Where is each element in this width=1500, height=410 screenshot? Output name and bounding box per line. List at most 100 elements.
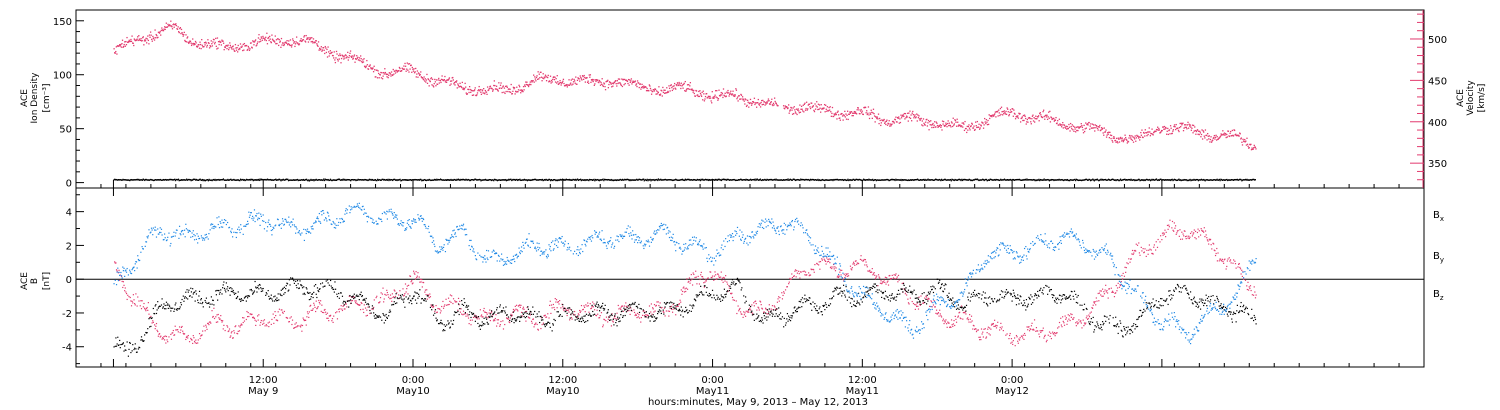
density-point xyxy=(932,179,934,181)
velocity-point xyxy=(1027,121,1029,123)
velocity-point xyxy=(933,124,935,126)
density-point xyxy=(806,178,808,181)
bz-point xyxy=(585,304,587,306)
density-point xyxy=(141,179,144,181)
bz-point xyxy=(647,314,649,317)
bz-point xyxy=(813,271,815,273)
density-point xyxy=(300,179,302,181)
density-point xyxy=(348,179,350,181)
velocity-point xyxy=(793,106,795,108)
density-point xyxy=(236,179,238,181)
bz-point xyxy=(165,335,168,338)
bz-point xyxy=(238,330,241,332)
density-point xyxy=(1160,178,1162,181)
velocity-point xyxy=(480,91,482,93)
velocity-point xyxy=(1115,141,1117,143)
bz-point xyxy=(726,283,729,285)
velocity-point xyxy=(1226,136,1228,138)
bz-point xyxy=(515,304,518,306)
density-point xyxy=(517,179,520,181)
bz-point xyxy=(438,308,440,310)
density-point xyxy=(120,179,122,181)
bz-point xyxy=(925,296,928,298)
velocity-point xyxy=(1151,133,1154,135)
density-point xyxy=(890,178,892,181)
bz-point xyxy=(346,306,348,308)
velocity-point xyxy=(260,36,262,38)
bz-point xyxy=(920,295,922,297)
bz-point xyxy=(412,282,414,284)
velocity-point xyxy=(1231,129,1234,132)
velocity-point xyxy=(1129,135,1131,137)
bz-point xyxy=(1096,300,1098,302)
bz-point xyxy=(407,293,409,295)
density-point xyxy=(1212,179,1215,181)
velocity-point xyxy=(616,80,618,82)
velocity-point xyxy=(816,106,818,108)
velocity-point xyxy=(153,39,156,41)
velocity-point xyxy=(643,85,645,87)
density-point xyxy=(926,179,928,181)
density-point xyxy=(705,179,708,181)
density-point xyxy=(474,178,476,180)
velocity-point xyxy=(1046,114,1048,116)
bz-point xyxy=(675,314,677,316)
bz-point xyxy=(661,306,663,309)
velocity-point xyxy=(1241,144,1244,146)
bz-point xyxy=(795,276,797,278)
density-point xyxy=(275,178,277,180)
bz-point xyxy=(275,314,277,317)
bz-point xyxy=(200,335,202,337)
density-point xyxy=(694,179,696,181)
velocity-point xyxy=(483,88,485,90)
bz-point xyxy=(1115,292,1117,294)
density-point xyxy=(904,179,906,181)
bz-point xyxy=(1091,307,1094,309)
velocity-point xyxy=(908,112,910,114)
velocity-point xyxy=(740,94,743,96)
bz-point xyxy=(230,332,232,334)
velocity-point xyxy=(1029,117,1031,120)
density-point xyxy=(961,179,964,182)
velocity-point xyxy=(321,50,323,52)
density-point xyxy=(144,179,146,182)
velocity-point xyxy=(301,40,303,42)
bz-point xyxy=(195,339,197,341)
bz-point xyxy=(781,292,783,294)
density-point xyxy=(996,179,998,181)
bz-point xyxy=(1047,334,1049,336)
bz-point xyxy=(1021,335,1023,337)
bz-point xyxy=(826,261,828,263)
density-point xyxy=(355,179,357,182)
velocity-point xyxy=(182,35,184,37)
velocity-point xyxy=(574,82,576,84)
bz-point xyxy=(481,314,483,316)
bz-point xyxy=(358,304,360,306)
velocity-point xyxy=(1190,126,1192,128)
bz-point xyxy=(162,337,164,339)
velocity-point xyxy=(580,78,583,80)
density-point xyxy=(490,179,492,181)
velocity-point xyxy=(325,47,327,49)
velocity-point xyxy=(1005,110,1007,113)
velocity-point xyxy=(277,38,279,40)
velocity-point xyxy=(438,82,440,84)
bz-point xyxy=(224,329,226,332)
bz-point xyxy=(664,315,666,317)
density-point xyxy=(957,179,959,181)
velocity-point xyxy=(793,112,795,115)
density-point xyxy=(1081,179,1083,182)
bz-point xyxy=(422,281,424,284)
density-point xyxy=(433,179,435,181)
velocity-point xyxy=(304,41,307,43)
density-point xyxy=(411,179,413,181)
velocity-point xyxy=(985,119,988,121)
velocity-point xyxy=(411,66,413,69)
velocity-point xyxy=(1247,145,1249,147)
density-point xyxy=(551,179,553,181)
velocity-point xyxy=(409,68,411,70)
bz-point xyxy=(696,283,698,285)
density-point xyxy=(499,179,501,181)
density-point xyxy=(346,178,348,181)
bottom-ylabel-line-3: [nT] xyxy=(42,272,52,290)
